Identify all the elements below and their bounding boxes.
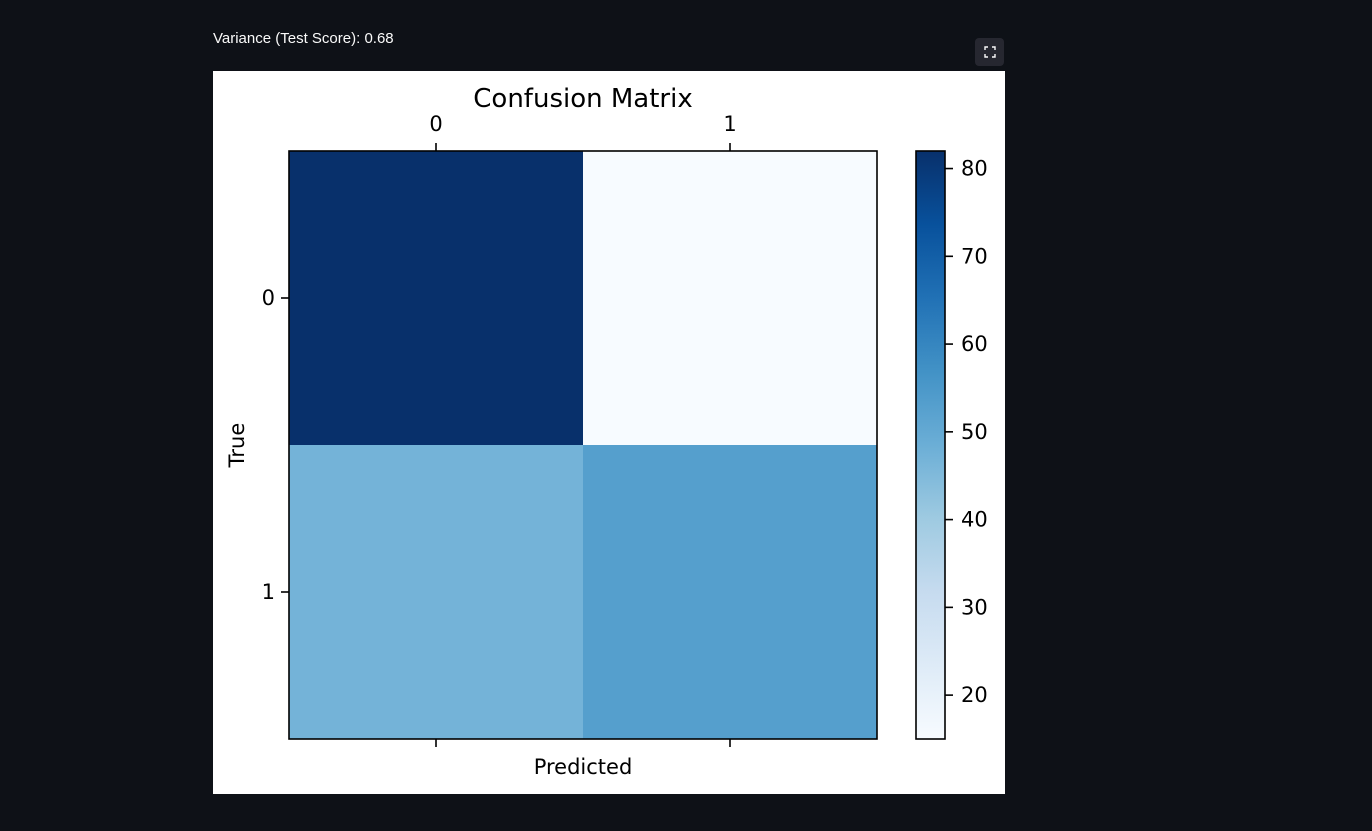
chart-title: Confusion Matrix (473, 84, 692, 114)
heatmap-cell (289, 151, 583, 445)
y-tick-label: 0 (262, 286, 275, 310)
colorbar (915, 150, 946, 740)
heatmap-cell (583, 151, 877, 445)
y-axis-label: True (225, 423, 249, 469)
colorbar-tick-label: 80 (961, 157, 988, 181)
colorbar-tick-label: 30 (961, 595, 988, 619)
heatmap-cell (289, 445, 583, 739)
colorbar-tick-label: 20 (961, 683, 988, 707)
colorbar-tick-label: 40 (961, 508, 988, 532)
colorbar-tick-label: 70 (961, 244, 988, 268)
colorbar-tick-label: 60 (961, 332, 988, 356)
colorbar-tick-label: 50 (961, 420, 988, 444)
fullscreen-expand-icon (983, 46, 996, 58)
confusion-matrix-chart: 0 101 Confusion Matrix Predicted True 2 (225, 84, 988, 779)
heatmap-cell (583, 445, 877, 739)
plot-frame (288, 150, 878, 740)
x-tick-label: 0 (429, 112, 442, 136)
x-axis-label: Predicted (534, 755, 633, 779)
variance-metric-text: Variance (Test Score): 0.68 (213, 30, 394, 47)
y-tick-label: 1 (262, 580, 275, 604)
x-tick-label: 1 (723, 112, 736, 136)
fullscreen-button[interactable] (975, 38, 1004, 66)
